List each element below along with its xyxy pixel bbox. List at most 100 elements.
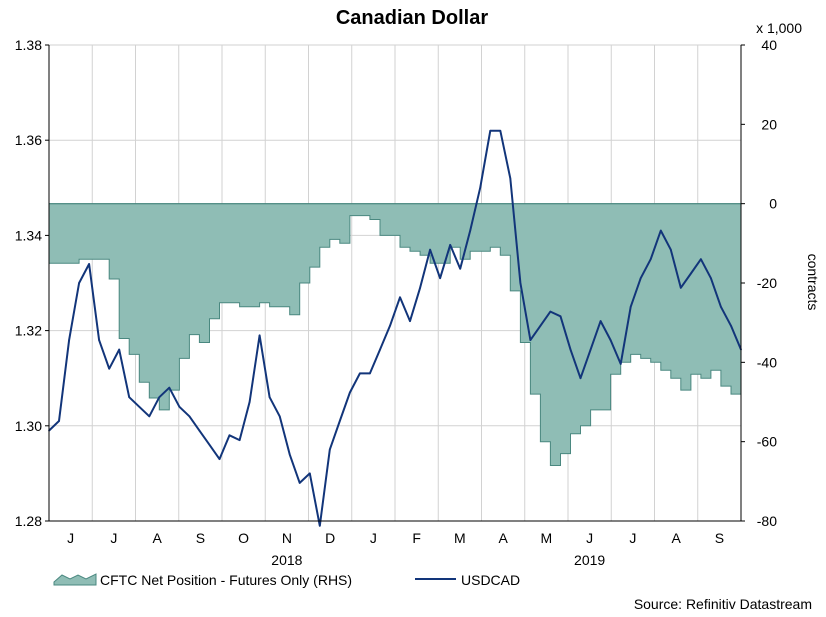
usdcad-point — [359, 372, 361, 375]
usdcad-point — [409, 320, 411, 322]
right-axis-label: contracts — [805, 254, 821, 311]
usdcad-point — [579, 377, 582, 380]
usdcad-point — [730, 325, 732, 327]
usdcad-point — [649, 258, 652, 261]
usdcad-point — [399, 296, 401, 299]
usdcad-point — [298, 482, 301, 484]
usdcad-point — [278, 415, 281, 418]
x-month-label: J — [110, 530, 117, 546]
right-tick-label: -60 — [757, 434, 777, 450]
legend-line-label: USDCAD — [461, 572, 520, 588]
cftc-net-position-area — [48, 203, 742, 466]
x-month-label: A — [152, 530, 162, 546]
usdcad-point — [188, 415, 191, 418]
usdcad-point — [660, 229, 662, 232]
usdcad-point — [609, 339, 612, 341]
usdcad-point — [258, 334, 261, 337]
usdcad-point — [108, 367, 110, 370]
usdcad-point — [419, 287, 421, 289]
usdcad-line — [48, 129, 742, 527]
x-month-label: O — [238, 530, 249, 546]
usdcad-point — [138, 406, 141, 408]
legend-area-label: CFTC Net Position - Futures Only (RHS) — [100, 572, 352, 588]
x-month-label: F — [412, 530, 421, 546]
left-tick-label: 1.36 — [15, 132, 42, 148]
x-month-label: S — [196, 530, 205, 546]
usdcad-point — [700, 258, 702, 261]
usdcad-point — [268, 396, 271, 399]
left-tick-label: 1.28 — [15, 513, 42, 529]
legend-area-swatch — [53, 573, 97, 586]
right-tick-label: -80 — [757, 513, 777, 529]
usdcad-point — [559, 315, 562, 318]
usdcad-point — [639, 277, 642, 280]
usdcad-point — [459, 267, 462, 270]
x-month-label: D — [325, 530, 335, 546]
x-month-label: M — [541, 530, 553, 546]
usdcad-point — [629, 306, 632, 308]
right-tick-label: -40 — [757, 354, 777, 370]
usdcad-point — [329, 448, 331, 451]
left-tick-label: 1.32 — [15, 323, 42, 339]
usdcad-point — [499, 129, 502, 132]
usdcad-point — [509, 177, 512, 180]
usdcad-point — [218, 458, 221, 460]
x-month-label: M — [454, 530, 466, 546]
usdcad-point — [208, 444, 211, 446]
right-tick-label: 20 — [761, 116, 777, 132]
usdcad-point — [309, 472, 311, 475]
usdcad-point — [78, 282, 80, 284]
usdcad-point — [670, 248, 672, 251]
usdcad-point — [319, 525, 321, 527]
x-month-label: J — [629, 530, 636, 546]
usdcad-point — [680, 287, 682, 289]
usdcad-point — [118, 348, 120, 351]
legend: CFTC Net Position - Futures Only (RHS) U… — [53, 572, 520, 588]
usdcad-point — [720, 306, 722, 308]
usdcad-point — [690, 272, 692, 275]
usdcad-point — [389, 325, 391, 327]
usdcad-point — [529, 339, 532, 341]
usdcad-point — [489, 129, 492, 132]
x-month-label: S — [715, 530, 724, 546]
usdcad-point — [519, 282, 522, 284]
usdcad-point — [198, 429, 201, 432]
usdcad-point — [58, 420, 60, 422]
usdcad-point — [549, 310, 552, 313]
x-month-label: A — [671, 530, 681, 546]
usdcad-point — [248, 401, 251, 403]
x-month-label: J — [370, 530, 377, 546]
usdcad-point — [288, 453, 291, 456]
usdcad-point — [429, 248, 431, 251]
left-tick-label: 1.38 — [15, 37, 42, 53]
usdcad-point — [168, 386, 171, 389]
usdcad-point — [449, 244, 452, 246]
cftc-area-layer — [48, 203, 742, 466]
axes-layer: 1.38 1.36 1.34 1.32 1.30 1.28 40 20 0 -20 -40 -60 -8… — [15, 37, 777, 568]
usdcad-point — [589, 348, 592, 351]
usdcad-point — [238, 439, 241, 441]
usdcad-point — [710, 277, 712, 280]
left-tick-label: 1.30 — [15, 418, 42, 434]
right-tick-label: 0 — [769, 196, 777, 212]
usdcad-point — [339, 420, 341, 422]
usdcad-line-layer — [48, 129, 742, 527]
usdcad-point — [569, 348, 572, 351]
right-tick-label: 40 — [761, 37, 777, 53]
right-axis-unit-label: x 1,000 — [756, 20, 802, 36]
usdcad-point — [88, 263, 90, 265]
usdcad-point — [439, 277, 441, 280]
usdcad-point — [148, 415, 151, 418]
usdcad-point — [158, 396, 161, 399]
source-note: Source: Refinitiv Datastream — [634, 596, 812, 612]
usdcad-point — [619, 363, 622, 365]
x-month-label: J — [586, 530, 593, 546]
usdcad-point — [479, 187, 482, 189]
usdcad-point — [128, 396, 130, 399]
chart-title: Canadian Dollar — [336, 7, 488, 29]
x-year-label: 2018 — [271, 552, 302, 568]
usdcad-point — [178, 406, 181, 408]
usdcad-point — [469, 229, 472, 232]
usdcad-point — [98, 339, 100, 341]
